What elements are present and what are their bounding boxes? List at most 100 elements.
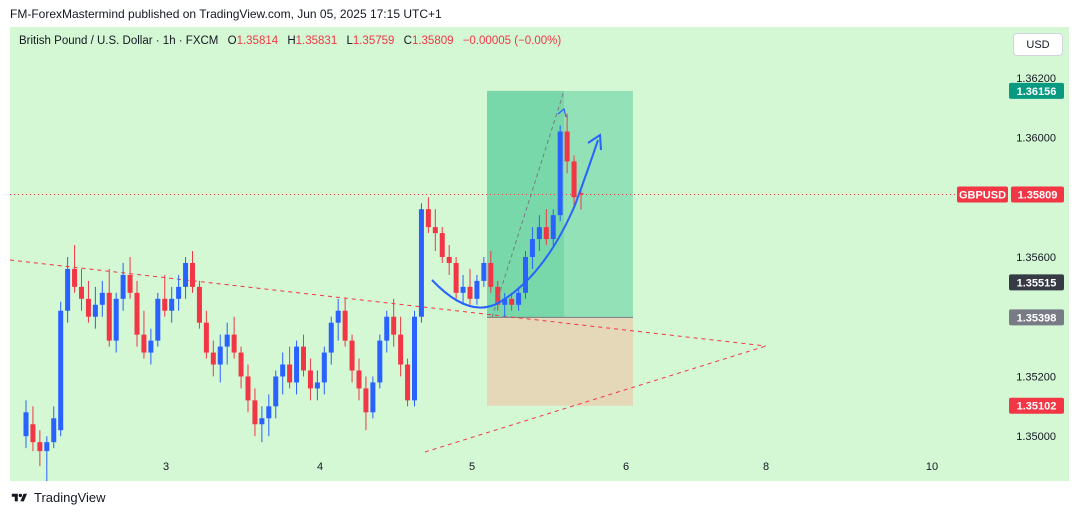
candle [155,292,161,347]
candle-body [210,352,216,365]
entry-price-tag-bg [1009,309,1064,326]
candle [356,358,362,401]
candle [190,251,195,293]
candle-body [578,193,584,195]
candle [398,316,404,377]
lower-trendline [424,345,767,453]
candle [79,268,84,311]
mid-price-tag-text: 1.35515 [1017,277,1057,289]
candle [488,251,494,293]
current-price-tag-text: 1.35809 [1018,190,1058,202]
candle-body [92,304,98,317]
candle [72,245,78,293]
candle [481,256,487,287]
open-label: O [227,35,237,47]
candle-body [196,286,202,323]
current-price-tag-bg [1011,186,1064,203]
candle [370,376,376,419]
candle-body [224,334,230,347]
candle [273,370,279,419]
high-value: 1.35831 [295,35,338,47]
candle-body [405,364,411,401]
candle [280,352,286,395]
candle-body [176,286,182,299]
candle [266,394,272,437]
candle-body [141,334,147,353]
x-tick-label: 3 [163,461,169,473]
candle [412,310,417,407]
candle [335,298,341,341]
x-tick-label: 4 [317,461,323,473]
footer-brand[interactable]: TradingView [10,490,106,505]
candle-body [148,340,154,353]
candle-body [169,298,175,311]
candle-body [509,298,515,305]
y-tick-label: 1.36200 [1016,73,1056,85]
candle-body [571,161,577,198]
candle-body [523,256,528,293]
candle [294,340,300,395]
candle [245,364,251,413]
candle-body [183,262,189,287]
candle-body [266,406,272,419]
x-tick-label: 8 [763,461,769,473]
candle-body [58,310,64,431]
upper-trendline [9,259,767,347]
candle-body [439,233,445,257]
symbol-title: British Pound / U.S. Dollar · 1h · FXCM [19,35,219,47]
candle [363,376,369,431]
y-tick-label: 1.35000 [1016,431,1056,443]
candle [301,334,306,377]
candle-body [99,292,105,305]
candle [196,280,202,329]
candle-body [44,442,50,452]
candle-body [30,424,36,443]
candle [314,370,320,401]
candle-body [37,442,43,452]
candle [127,256,133,299]
candle [176,274,182,311]
candle-body [217,346,223,365]
candle-body [273,376,279,407]
candle [509,292,515,311]
candle [85,280,91,323]
candle-body [391,316,397,335]
candle-body [120,274,126,299]
y-tick-label: 1.36000 [1016,133,1056,145]
candle [238,346,244,389]
candle-body [516,292,522,305]
target-price-tag: 1.36156 [1009,82,1064,99]
candle-body [231,334,237,353]
candle [23,400,29,449]
candle [224,322,230,365]
candle [259,406,265,443]
position-diagonal [491,90,565,318]
candle [391,298,397,347]
candle [203,310,209,359]
candle [474,274,480,305]
candle [446,245,452,275]
candle-body [51,418,57,443]
candle-body [453,262,459,293]
candle-body [474,280,480,299]
x-tick-label: 6 [623,461,629,473]
candle-body [79,286,84,299]
candle-body [155,298,161,341]
candle [328,316,334,365]
stop-price-tag-text: 1.35102 [1017,401,1057,413]
candle-body [294,346,300,383]
candle [557,125,563,222]
loss-zone [487,317,633,406]
candle [307,358,313,401]
candle [252,388,258,437]
candle-body [307,370,313,389]
candle [30,406,36,452]
currency-button[interactable]: USD [1013,33,1063,56]
candle [231,316,237,359]
candle-body [328,322,334,353]
symbol-legend: British Pound / U.S. Dollar · 1h · FXCM … [19,35,561,47]
candle-body [363,388,369,413]
candle-body [85,298,91,317]
candle-body [280,364,286,377]
